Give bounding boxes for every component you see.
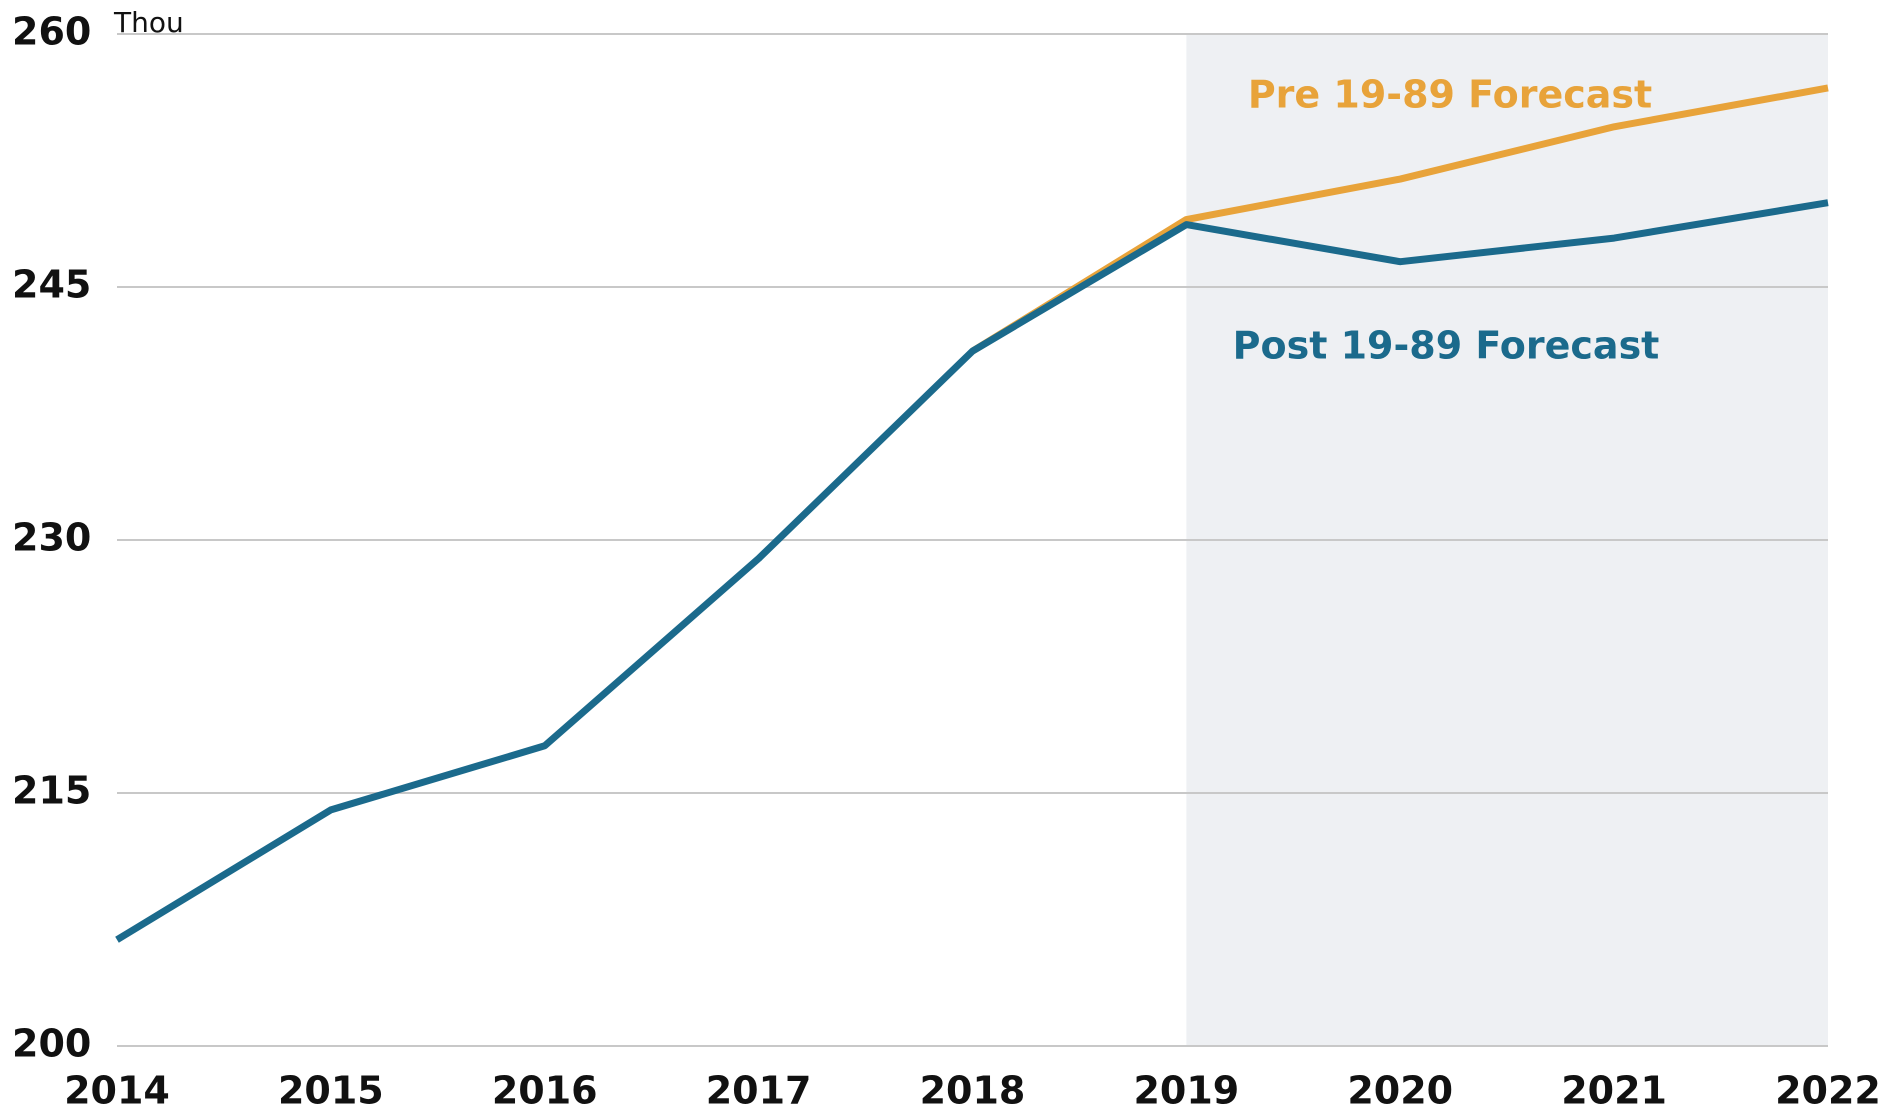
y-tick-label: 215 [12, 769, 91, 813]
y-tick-label: 230 [12, 516, 91, 560]
x-tick-label: 2014 [64, 1069, 170, 1113]
x-tick-label: 2015 [278, 1069, 384, 1113]
x-tick-label: 2019 [1133, 1069, 1239, 1113]
y-tick-label: 260 [12, 10, 91, 54]
series-line [115, 199, 1829, 943]
series-label: Pre 19-89 Forecast [1248, 73, 1652, 117]
x-tick-label: 2020 [1347, 1069, 1453, 1113]
x-tick-label: 2021 [1561, 1069, 1667, 1113]
x-tick-label: 2018 [920, 1069, 1026, 1113]
series-label: Post 19-89 Forecast [1233, 324, 1660, 368]
x-tick-label: 2017 [706, 1069, 812, 1113]
x-tick-label: 2022 [1775, 1069, 1881, 1113]
y-tick-label: 245 [12, 263, 91, 307]
x-tick-label: 2016 [492, 1069, 598, 1113]
y-tick-label: 200 [12, 1022, 91, 1066]
